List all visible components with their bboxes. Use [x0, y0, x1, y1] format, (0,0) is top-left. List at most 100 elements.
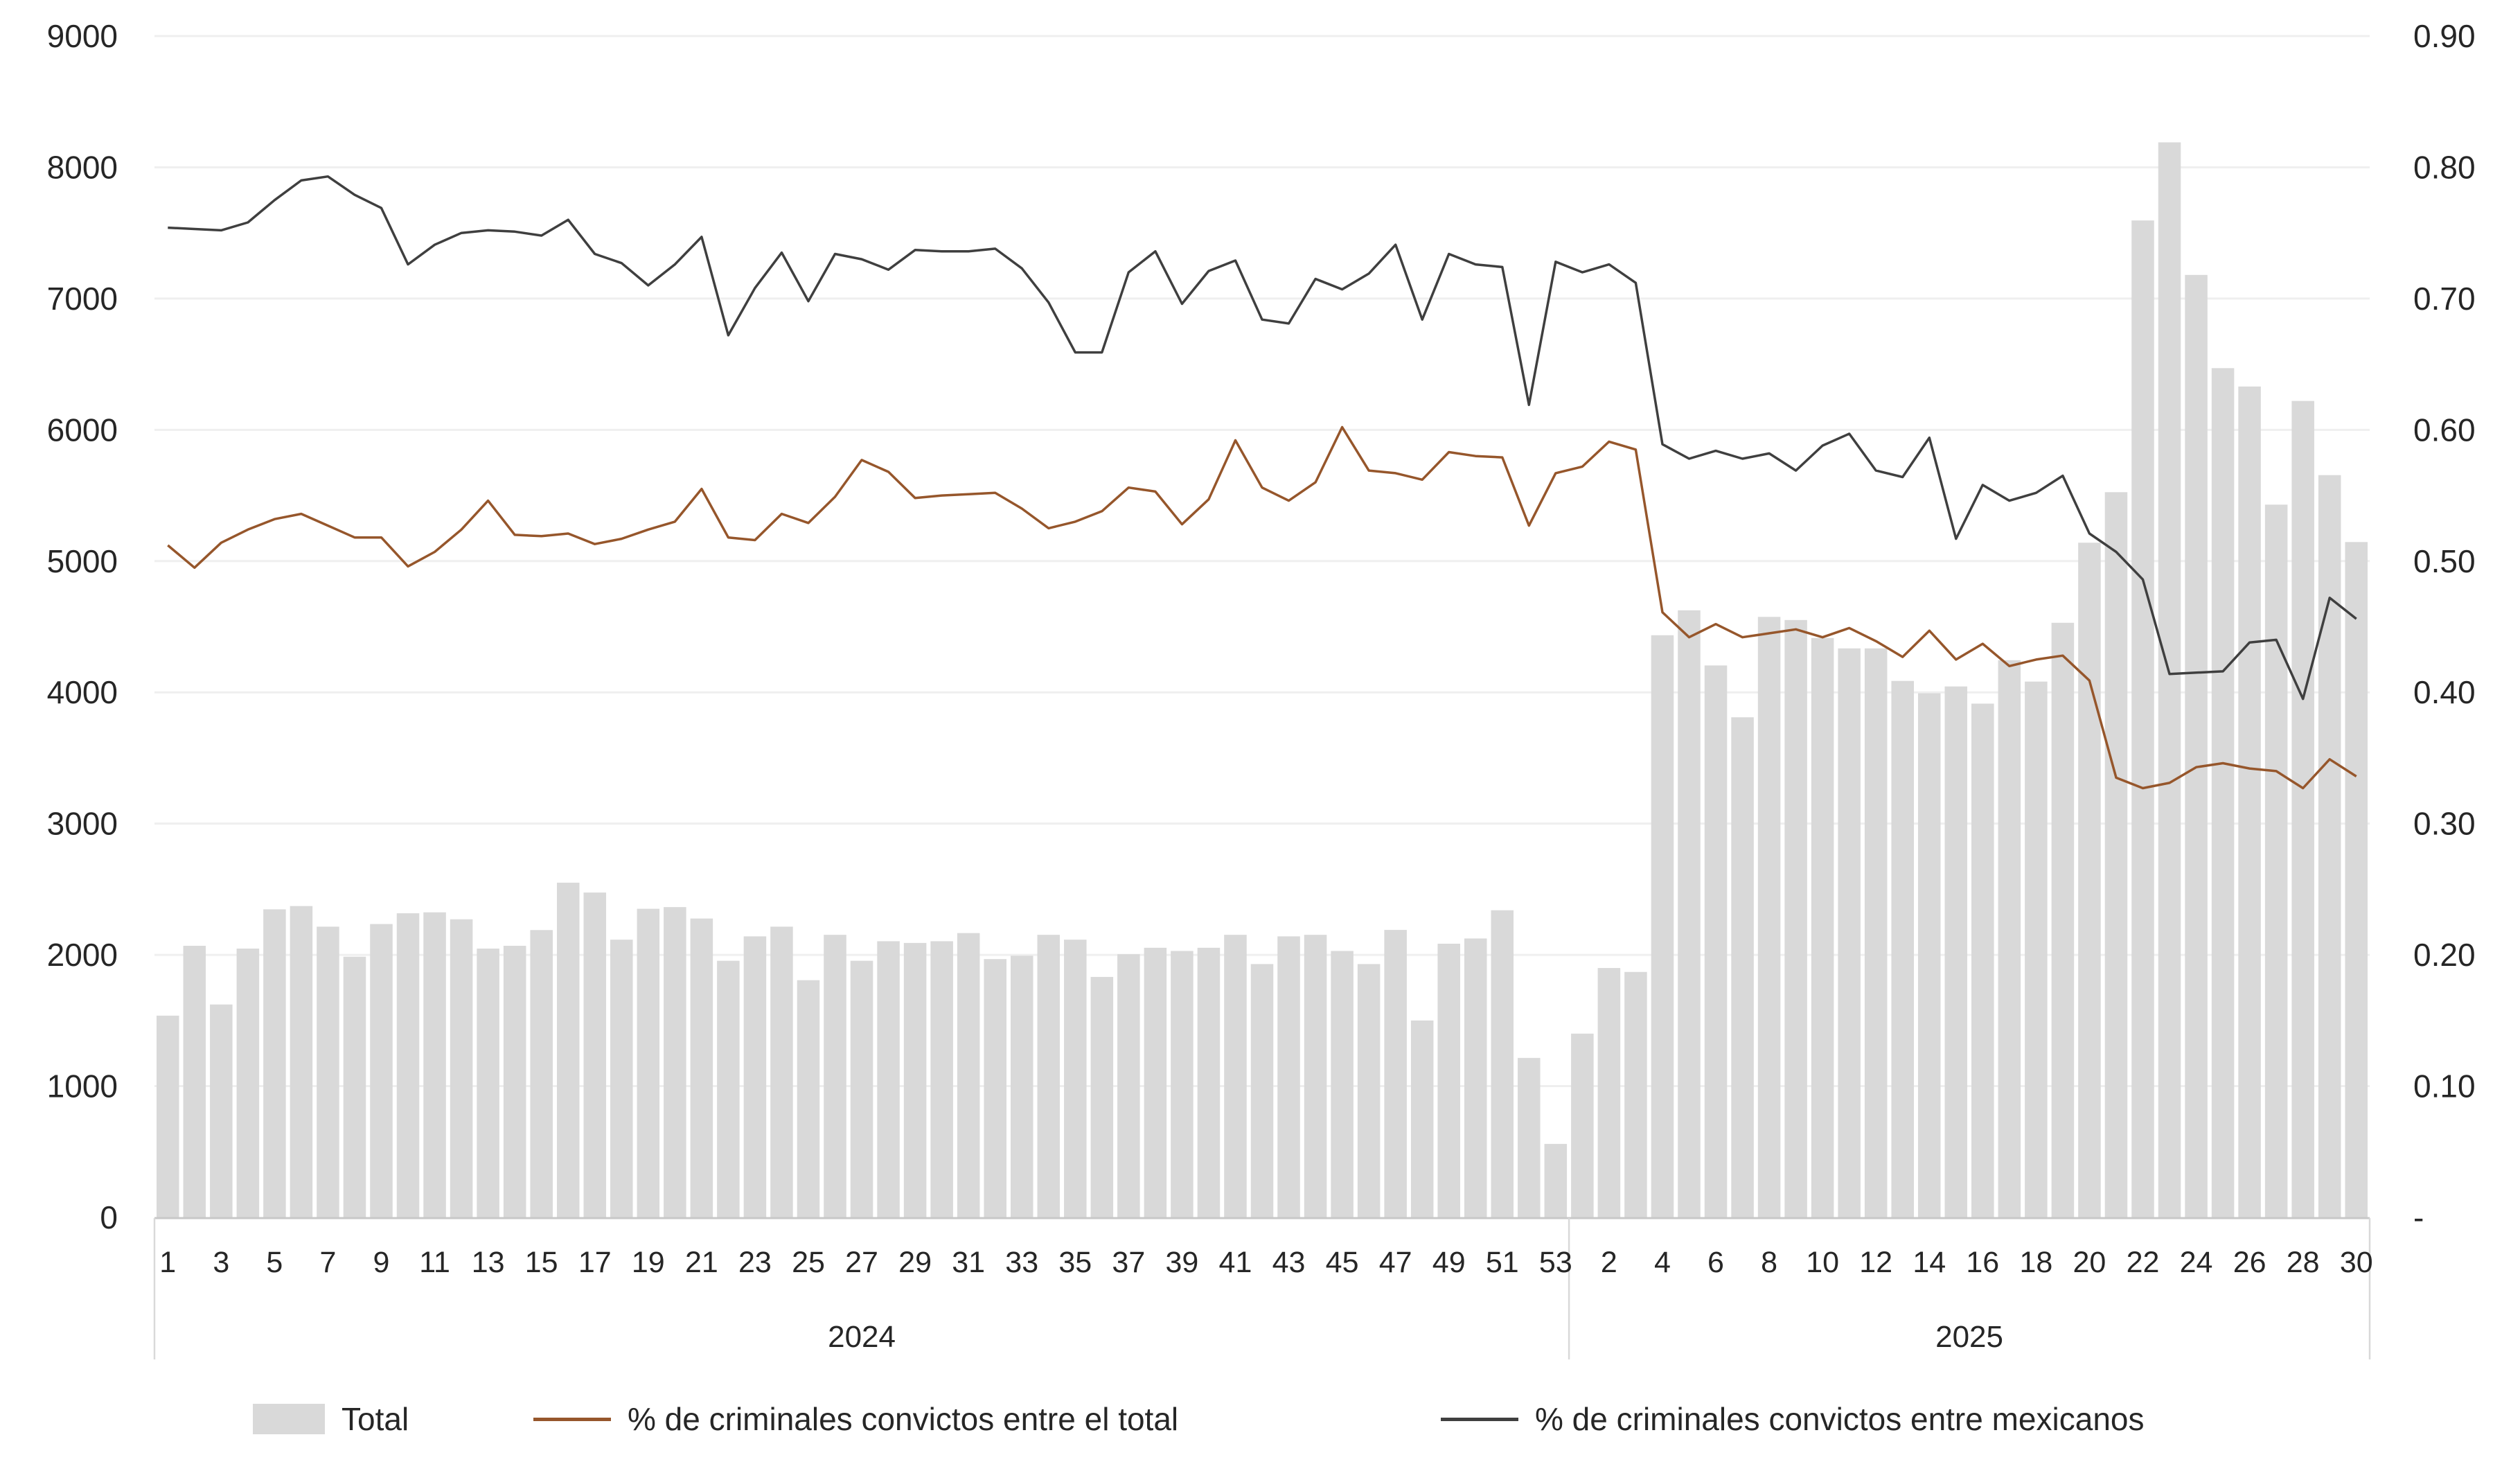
axis-tick-label: 14 — [1913, 1246, 1946, 1279]
bar — [1651, 635, 1674, 1217]
axis-tick-label: 0.80 — [2413, 149, 2476, 185]
bar — [1331, 951, 1354, 1217]
year-labels: 2024 2025 — [828, 1320, 2003, 1354]
line-series-total-pct — [167, 425, 2357, 790]
bar — [2131, 220, 2154, 1217]
bar — [1971, 703, 1994, 1217]
bar — [2345, 542, 2368, 1217]
legend-label-total: Total — [341, 1401, 409, 1437]
axis-tick-label: 31 — [952, 1246, 985, 1279]
axis-tick-label: 17 — [578, 1246, 612, 1279]
axis-tick-label: 43 — [1272, 1246, 1306, 1279]
bar — [743, 936, 767, 1217]
axis-tick-label: 2 — [1601, 1246, 1617, 1279]
axis-tick-label: 29 — [898, 1246, 932, 1279]
axis-tick-label: 7000 — [47, 281, 118, 317]
axis-tick-label: 49 — [1432, 1246, 1466, 1279]
bar — [1998, 660, 2021, 1217]
axis-tick-label: 4000 — [47, 674, 118, 710]
bar — [1811, 637, 1834, 1217]
axis-tick-label: 1000 — [47, 1068, 118, 1104]
bar — [477, 949, 499, 1217]
bar — [317, 926, 339, 1217]
axis-tick-label: 21 — [685, 1246, 718, 1279]
axis-tick-label: 47 — [1379, 1246, 1412, 1279]
bar — [1277, 936, 1300, 1217]
bar — [2078, 543, 2101, 1217]
bar — [1518, 1057, 1541, 1217]
axis-tick-label: 39 — [1165, 1246, 1198, 1279]
axis-tick-label: 4 — [1654, 1246, 1671, 1279]
bar — [1037, 935, 1061, 1217]
bar — [1678, 610, 1701, 1217]
bar — [263, 909, 286, 1217]
bar — [1544, 1143, 1568, 1217]
axis-tick-label: 5000 — [47, 543, 118, 579]
x-axis-labels: 1 3 5 7 9 11 13 15 17 19 21 23 25 27 29 31 33 35 37 39 41 43 4… — [159, 1246, 2372, 1279]
bar — [1917, 693, 1941, 1217]
bar-series-swatch-icon — [253, 1404, 325, 1434]
axis-tick-label: 12 — [1859, 1246, 1892, 1279]
axis-tick-label: - — [2413, 1199, 2424, 1235]
axis-tick-label: 0 — [100, 1199, 118, 1235]
axis-tick-label: 8 — [1761, 1246, 1777, 1279]
axis-tick-label: 16 — [1966, 1246, 1999, 1279]
legend-item-mex-pct[interactable]: % de criminales convictos entre mexicano… — [1441, 1391, 2144, 1447]
bar — [957, 933, 980, 1217]
axis-tick-label: 3000 — [47, 806, 118, 842]
axis-tick-label: 6000 — [47, 412, 118, 448]
axis-tick-label: 9000 — [47, 18, 118, 54]
axis-tick-label: 0.10 — [2413, 1068, 2476, 1104]
bar — [717, 960, 740, 1217]
axis-lines — [153, 1217, 2371, 1359]
bar — [1437, 944, 1460, 1217]
bar — [1250, 964, 1274, 1217]
bar — [556, 882, 580, 1217]
bar — [824, 935, 846, 1217]
bar — [1757, 617, 1781, 1217]
axis-tick-label: 18 — [2019, 1246, 2052, 1279]
axis-tick-label: 27 — [845, 1246, 878, 1279]
legend-item-total[interactable]: Total — [253, 1391, 409, 1447]
bar — [1357, 964, 1381, 1217]
axis-tick-label: 8000 — [47, 149, 118, 185]
axis-tick-label: 22 — [2127, 1246, 2160, 1279]
axis-tick-label: 20 — [2073, 1246, 2106, 1279]
axis-tick-label: 2025 — [1935, 1320, 2003, 1354]
axis-tick-label: 0.70 — [2413, 281, 2476, 317]
bar — [1597, 968, 1621, 1217]
bar — [503, 946, 526, 1217]
right-axis-labels: 0.90 0.80 0.70 0.60 0.50 0.40 0.30 0.20 0.10 - — [2413, 18, 2476, 1235]
bar — [2238, 386, 2261, 1217]
axis-tick-label: 0.20 — [2413, 937, 2476, 973]
axis-tick-label: 13 — [472, 1246, 505, 1279]
bar — [370, 924, 393, 1217]
bar — [850, 960, 873, 1217]
axis-tick-label: 2000 — [47, 937, 118, 973]
axis-tick-label: 23 — [738, 1246, 772, 1279]
axis-tick-label: 9 — [373, 1246, 390, 1279]
axis-tick-label: 28 — [2287, 1246, 2320, 1279]
left-axis-labels: 9000 8000 7000 6000 5000 4000 3000 2000 1000 0 — [47, 18, 118, 1235]
bar — [1704, 665, 1728, 1217]
bar — [1117, 954, 1140, 1217]
bar — [1064, 940, 1087, 1217]
axis-tick-label: 45 — [1326, 1246, 1359, 1279]
bar — [1624, 971, 1647, 1217]
bar — [1197, 947, 1221, 1217]
legend-item-total-pct[interactable]: % de criminales convictos entre el total — [533, 1391, 1178, 1447]
bar — [1144, 947, 1167, 1217]
axis-tick-label: 26 — [2233, 1246, 2266, 1279]
line-series-mex-pct — [168, 175, 2357, 701]
bar — [1784, 619, 1807, 1217]
axis-tick-label: 35 — [1058, 1246, 1092, 1279]
legend-label-total-pct: % de criminales convictos entre el total — [628, 1401, 1179, 1437]
bar — [610, 940, 633, 1217]
bar — [1304, 935, 1327, 1217]
bar — [583, 892, 607, 1217]
bar — [984, 959, 1006, 1217]
axis-tick-label: 53 — [1539, 1246, 1572, 1279]
bar — [1171, 951, 1194, 1217]
bar — [797, 980, 820, 1217]
axis-tick-label: 0.40 — [2413, 674, 2476, 710]
